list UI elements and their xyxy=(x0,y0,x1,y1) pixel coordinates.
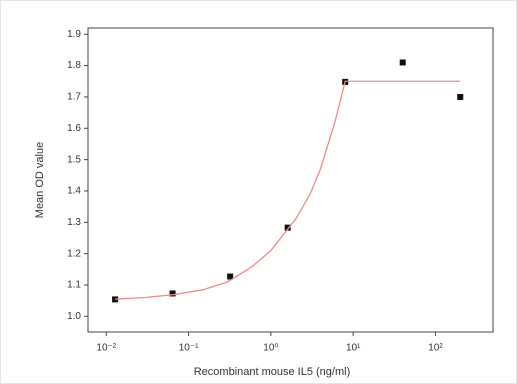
x-tick-label: 10⁻¹ xyxy=(179,343,199,354)
x-tick-label: 10⁰ xyxy=(263,343,278,354)
data-point xyxy=(399,59,406,66)
x-tick-label: 10⁻² xyxy=(96,343,116,354)
y-tick-label: 1.1 xyxy=(67,280,81,291)
y-tick-label: 1.7 xyxy=(67,92,81,103)
y-tick-label: 1.5 xyxy=(67,154,81,165)
y-tick-label: 1.3 xyxy=(67,217,81,228)
fit-curve xyxy=(115,80,461,300)
data-point xyxy=(227,273,234,280)
y-tick-label: 1.9 xyxy=(67,29,81,40)
x-tick-label: 10² xyxy=(428,343,443,354)
data-point xyxy=(112,296,119,303)
y-tick-label: 1.6 xyxy=(67,123,81,134)
y-axis-label: Mean OD value xyxy=(34,142,46,218)
data-point xyxy=(284,224,291,231)
x-axis-label: Recombinant mouse IL5 (ng/ml) xyxy=(194,366,351,378)
y-tick-label: 1.4 xyxy=(67,186,81,197)
plot-frame xyxy=(87,27,494,333)
y-tick-label: 1.0 xyxy=(67,311,81,322)
x-tick-label: 10¹ xyxy=(346,343,361,354)
data-point xyxy=(169,290,176,297)
y-tick-label: 1.2 xyxy=(67,248,81,259)
y-tick-label: 1.8 xyxy=(67,60,81,71)
data-point xyxy=(457,93,464,100)
